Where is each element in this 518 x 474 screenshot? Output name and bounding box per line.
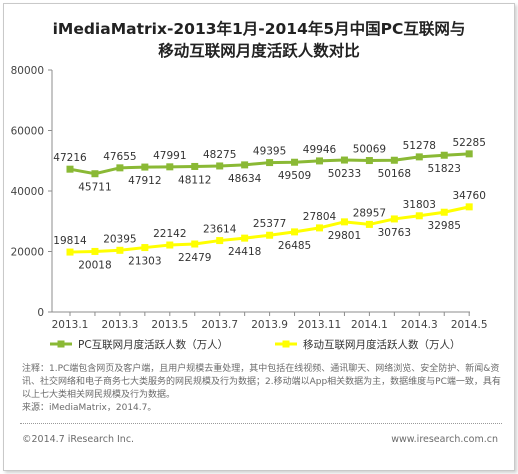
- data-label: 26485: [278, 240, 311, 252]
- data-label: 47216: [53, 152, 87, 164]
- data-label: 51823: [428, 163, 461, 175]
- x-tick-label: 2014.3: [401, 319, 438, 331]
- data-point: [440, 151, 448, 159]
- data-point: [365, 220, 373, 228]
- y-tick-label: 80000: [11, 65, 44, 77]
- data-point: [266, 159, 274, 167]
- data-label: 48112: [178, 174, 211, 186]
- data-label: 49395: [253, 146, 286, 158]
- data-label: 29801: [328, 230, 361, 242]
- x-tick-label: 2013.1: [52, 319, 89, 331]
- chart-frame: iMediaMatrix-2013年1月-2014年5月中国PC互联网与 移动互…: [3, 3, 515, 471]
- data-point: [465, 203, 473, 211]
- data-point: [141, 244, 149, 252]
- x-tick-label: 2013.5: [151, 319, 188, 331]
- y-tick-label: 60000: [11, 126, 44, 138]
- data-point: [141, 163, 149, 171]
- data-point: [415, 153, 423, 161]
- y-tick-label: 40000: [11, 186, 44, 198]
- data-label: 45711: [78, 182, 111, 194]
- data-label: 22142: [153, 228, 186, 240]
- data-point: [315, 157, 323, 165]
- data-point: [291, 158, 299, 166]
- data-label: 51278: [403, 140, 436, 152]
- data-point: [241, 234, 249, 242]
- data-point: [315, 224, 323, 232]
- data-point: [91, 170, 99, 178]
- data-label: 50168: [378, 168, 411, 180]
- data-point: [241, 161, 249, 169]
- data-point: [291, 228, 299, 236]
- data-label: 23614: [203, 224, 237, 236]
- data-label: 48275: [203, 149, 236, 161]
- data-point: [415, 212, 423, 220]
- data-label: 27804: [303, 211, 337, 223]
- data-point: [440, 208, 448, 216]
- y-tick-label: 20000: [11, 247, 44, 259]
- data-label: 28957: [353, 207, 386, 219]
- legend-marker: [282, 340, 290, 348]
- data-point: [66, 165, 74, 173]
- data-point: [390, 156, 398, 164]
- data-label: 25377: [253, 218, 286, 230]
- data-label: 30763: [378, 227, 411, 239]
- data-label: 22479: [178, 252, 211, 264]
- data-label: 21303: [128, 256, 161, 268]
- data-label: 50069: [353, 144, 386, 156]
- data-point: [191, 240, 199, 248]
- x-tick-label: 2013.9: [251, 319, 288, 331]
- data-label: 49509: [278, 170, 311, 182]
- data-label: 20018: [78, 259, 111, 271]
- data-label: 48634: [228, 173, 262, 185]
- title-line-2: 移动互联网月度活跃人数对比: [158, 42, 360, 60]
- source-text: 来源：iMediaMatrix，2014.7。: [22, 403, 157, 413]
- data-point: [166, 241, 174, 249]
- data-point: [116, 164, 124, 172]
- legend-marker: [57, 340, 65, 348]
- data-point: [216, 237, 224, 245]
- data-point: [116, 246, 124, 254]
- x-tick-label: 2013.3: [102, 319, 139, 331]
- data-point: [66, 248, 74, 256]
- data-point: [191, 162, 199, 170]
- data-label: 19814: [53, 235, 87, 247]
- data-label: 47912: [128, 175, 161, 187]
- data-label: 47991: [153, 150, 186, 162]
- y-tick-label: 0: [37, 307, 44, 319]
- data-point: [465, 150, 473, 158]
- data-label: 20395: [103, 233, 136, 245]
- data-label: 32985: [428, 220, 461, 232]
- chart-notes: 注释：1.PC端包含网页及客户端，且用户规模去重处理，其中包括在线视频、通讯聊天…: [22, 363, 502, 415]
- data-label: 47655: [103, 151, 136, 163]
- data-label: 52285: [452, 137, 485, 149]
- footer-divider: [20, 423, 502, 424]
- legend-label: 移动互联网月度活跃人数（万人）: [303, 338, 461, 351]
- data-point: [340, 156, 348, 164]
- note-text: 注释：1.PC端包含网页及客户端，且用户规模去重处理，其中包括在线视频、通讯聊天…: [22, 364, 501, 400]
- data-point: [390, 215, 398, 223]
- data-label: 50233: [328, 168, 361, 180]
- data-label: 31803: [403, 199, 436, 211]
- x-tick-label: 2014.5: [451, 319, 488, 331]
- x-tick-label: 2013.11: [298, 319, 341, 331]
- legend-label: PC互联网月度活跃人数（万人）: [78, 338, 228, 351]
- data-point: [266, 231, 274, 239]
- data-point: [216, 162, 224, 170]
- x-tick-label: 2013.7: [201, 319, 238, 331]
- website-text: www.iresearch.com.cn: [391, 434, 498, 445]
- data-point: [365, 157, 373, 165]
- data-point: [91, 247, 99, 255]
- x-tick-label: 2014.1: [351, 319, 388, 331]
- data-point: [166, 163, 174, 171]
- data-label: 49946: [303, 144, 337, 156]
- title-line-1: iMediaMatrix-2013年1月-2014年5月中国PC互联网与: [52, 20, 466, 38]
- chart-title: iMediaMatrix-2013年1月-2014年5月中国PC互联网与 移动互…: [44, 18, 474, 62]
- data-point: [340, 218, 348, 226]
- data-label: 34760: [452, 190, 485, 202]
- data-label: 24418: [228, 246, 261, 258]
- copyright-text: ©2014.7 iResearch Inc.: [22, 434, 135, 445]
